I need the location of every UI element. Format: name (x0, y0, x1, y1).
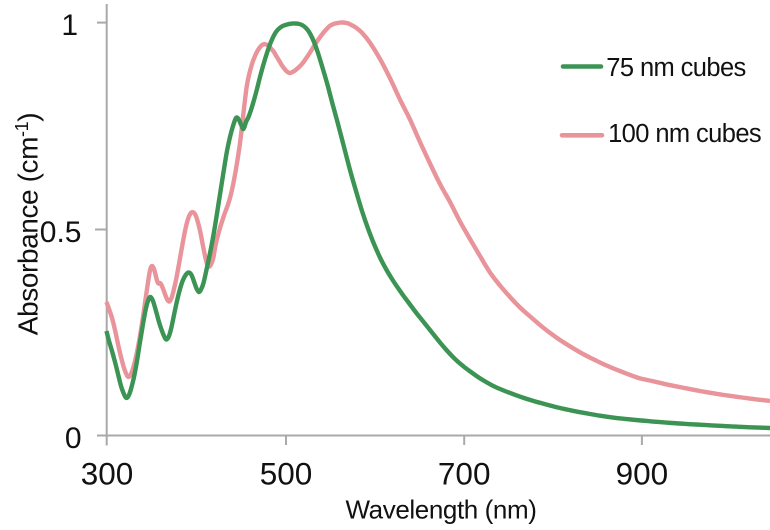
svg-text:Absorbance (cm-1): Absorbance (cm-1) (12, 113, 44, 335)
svg-text:500: 500 (260, 456, 313, 492)
svg-text:900: 900 (616, 456, 669, 492)
svg-text:300: 300 (81, 456, 134, 492)
svg-text:Wavelength (nm): Wavelength (nm) (346, 495, 537, 525)
svg-text:1: 1 (61, 9, 78, 42)
svg-text:700: 700 (438, 456, 491, 492)
svg-text:75 nm cubes: 75 nm cubes (606, 54, 745, 82)
svg-text:0: 0 (65, 422, 82, 455)
svg-text:100 nm cubes: 100 nm cubes (608, 120, 761, 148)
svg-text:0.5: 0.5 (40, 216, 82, 249)
